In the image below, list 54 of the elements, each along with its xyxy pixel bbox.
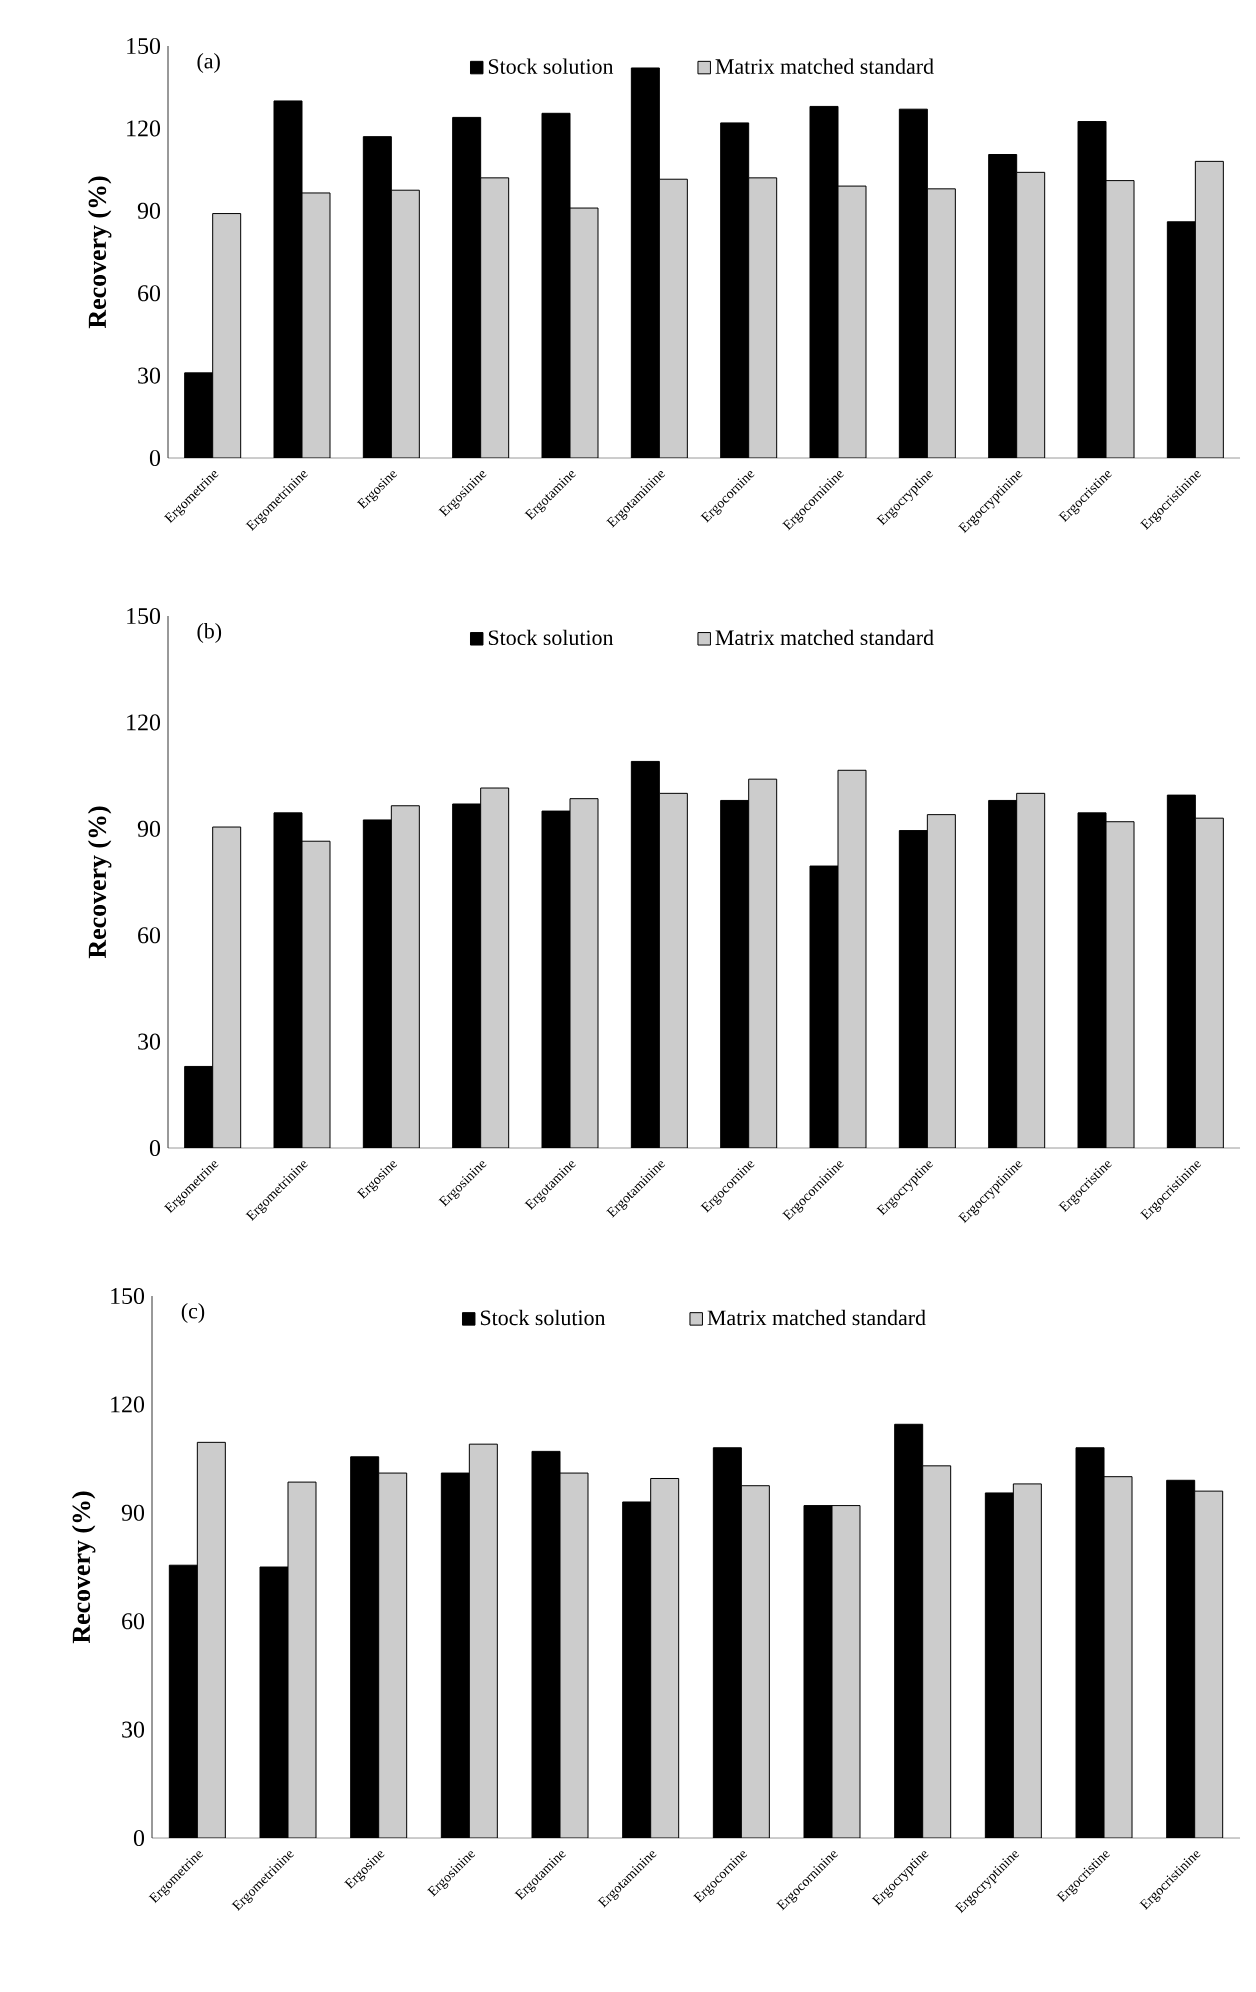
- bar: [390, 805, 420, 1149]
- y-tick-label: 30: [122, 1721, 145, 1738]
- y-axis-title: Recovery (%): [87, 806, 112, 959]
- bar: [480, 787, 510, 1149]
- bar: [212, 826, 242, 1149]
- y-tick-label: 0: [149, 1139, 161, 1157]
- bar: [301, 840, 331, 1149]
- bar: [569, 798, 599, 1149]
- y-tick-label: 150: [111, 1287, 145, 1305]
- chart-title: (b): [197, 623, 222, 643]
- legend-label: Stock solution: [488, 629, 614, 646]
- bar: [287, 1481, 317, 1839]
- y-tick-label: 30: [138, 367, 161, 384]
- legend-label: Matrix matched standard: [715, 58, 934, 74]
- bar: [1103, 1476, 1133, 1839]
- y-tick-label: 120: [111, 1396, 145, 1413]
- bar: [1016, 792, 1046, 1149]
- y-axis-title: Recovery (%): [71, 1491, 96, 1644]
- y-tick-label: 150: [127, 607, 161, 625]
- bar: [650, 1477, 680, 1839]
- y-tick-label: 60: [138, 285, 161, 302]
- chart-title: (c): [181, 1303, 205, 1323]
- bar: [468, 1443, 498, 1839]
- bar: [559, 1472, 589, 1839]
- bar: [831, 1505, 861, 1839]
- legend-label: Matrix matched standard: [707, 1309, 926, 1326]
- y-tick-label: 60: [122, 1613, 145, 1630]
- y-axis-title: Recovery (%): [87, 176, 112, 329]
- bar: [1194, 817, 1224, 1149]
- bar: [748, 778, 778, 1149]
- y-tick-label: 120: [127, 714, 161, 731]
- y-tick-label: 150: [127, 37, 161, 55]
- legend-label: Stock solution: [488, 58, 614, 74]
- y-tick-label: 0: [149, 449, 161, 467]
- bar: [378, 1472, 408, 1839]
- bar: [658, 792, 688, 1149]
- y-tick-label: 90: [137, 202, 161, 219]
- bar: [1012, 1483, 1042, 1839]
- bar: [740, 1485, 770, 1839]
- bar: [922, 1465, 952, 1839]
- bar: [926, 814, 956, 1149]
- legend-label: Stock solution: [480, 1309, 606, 1326]
- chart-title: (a): [197, 53, 220, 73]
- bar: [1105, 821, 1135, 1149]
- bar: [1194, 1490, 1224, 1839]
- y-tick-label: 60: [138, 927, 161, 944]
- bar: [196, 1441, 226, 1839]
- legend-label: Matrix matched standard: [715, 629, 934, 646]
- y-tick-label: 0: [133, 1829, 145, 1847]
- y-tick-label: 90: [137, 820, 161, 837]
- y-tick-label: 30: [138, 1033, 161, 1050]
- y-tick-label: 90: [121, 1504, 145, 1521]
- y-tick-label: 120: [127, 120, 161, 137]
- bar: [837, 769, 867, 1149]
